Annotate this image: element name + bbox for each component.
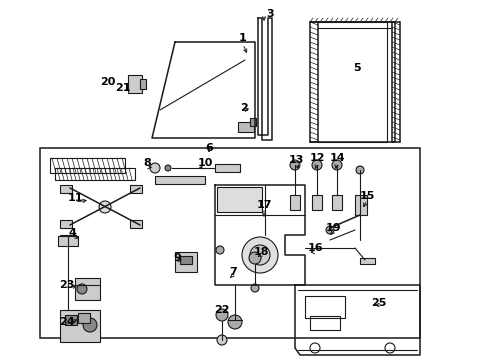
Circle shape [356,166,364,174]
Text: 12: 12 [309,153,325,163]
Bar [332,195,342,210]
Text: 25: 25 [371,298,387,308]
Text: 6: 6 [205,143,213,153]
Text: 10: 10 [197,158,213,168]
Bar [75,278,100,300]
Circle shape [290,160,300,170]
Bar [130,220,142,228]
Text: 18: 18 [253,247,269,257]
Circle shape [217,335,227,345]
Bar [310,316,340,330]
Bar [60,310,100,342]
Text: 20: 20 [100,77,116,87]
Bar [78,313,90,323]
Circle shape [326,226,334,234]
Bar [130,185,142,193]
Bar [360,258,375,264]
Text: 15: 15 [359,191,375,201]
Text: 16: 16 [307,243,323,253]
Text: 23: 23 [59,280,74,290]
Circle shape [250,245,270,265]
Circle shape [99,201,111,213]
Bar [355,195,367,215]
Circle shape [165,165,171,171]
Text: 8: 8 [143,158,151,168]
Bar [155,176,205,184]
Text: 13: 13 [288,155,304,165]
Circle shape [332,160,342,170]
Bar [58,236,78,246]
Text: 7: 7 [229,267,237,277]
Text: 2: 2 [240,103,248,113]
Text: 3: 3 [266,9,274,19]
Bar [55,168,135,180]
Bar [312,195,322,210]
Text: 21: 21 [115,83,131,93]
Circle shape [242,237,278,273]
Bar [290,195,300,210]
Bar [217,187,262,212]
Circle shape [249,252,261,264]
Text: 4: 4 [68,228,76,238]
Text: 1: 1 [239,33,247,43]
Text: 5: 5 [353,63,361,73]
Bar [140,79,146,89]
Circle shape [216,246,224,254]
Text: 24: 24 [59,317,75,327]
Circle shape [312,160,322,170]
Bar [65,315,77,325]
Text: 14: 14 [329,153,345,163]
Bar [238,122,254,132]
Bar [215,164,240,172]
Text: 9: 9 [173,253,181,263]
Bar [60,220,72,228]
Bar [60,185,72,193]
Bar [40,148,420,338]
Text: 19: 19 [325,223,341,233]
Text: 22: 22 [214,305,230,315]
Text: 17: 17 [256,200,272,210]
Circle shape [150,163,160,173]
Text: 11: 11 [67,193,83,203]
Bar [180,256,192,264]
Bar [175,252,197,272]
Bar [305,296,345,318]
Circle shape [216,309,228,321]
Circle shape [228,315,242,329]
Bar [250,118,256,126]
Bar [128,75,142,93]
Circle shape [251,284,259,292]
Circle shape [77,284,87,294]
Bar [50,158,125,173]
Circle shape [83,318,97,332]
